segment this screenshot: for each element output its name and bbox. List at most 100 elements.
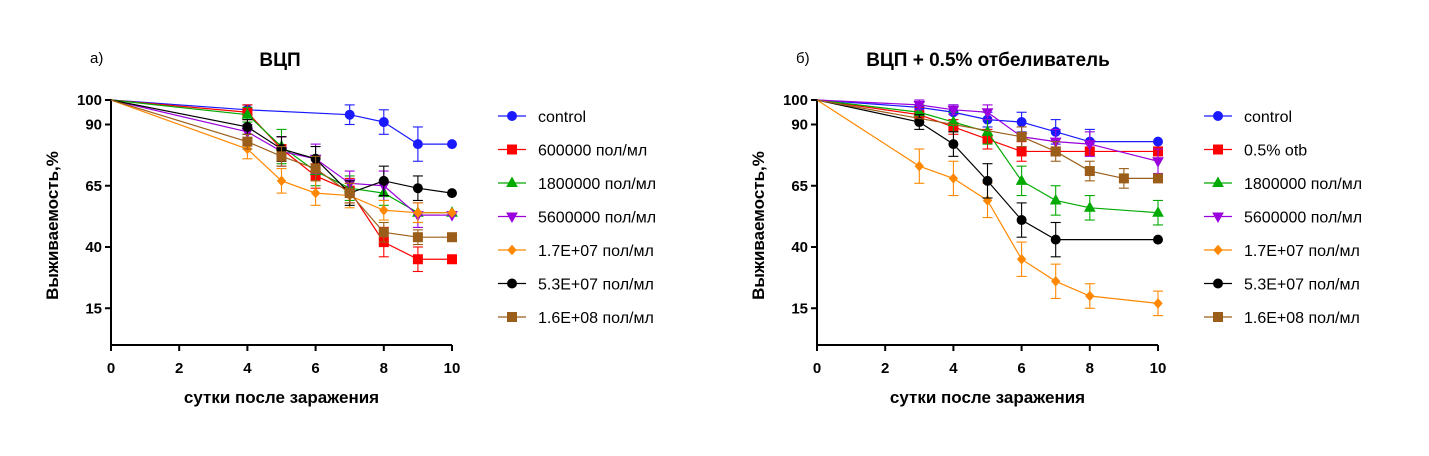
legend-label: 5.3E+07 пол/мл	[1244, 277, 1360, 294]
panel-label: б)	[796, 50, 810, 67]
data-point	[310, 187, 321, 199]
x-tick-label: 0	[813, 360, 821, 377]
series-line	[110, 99, 452, 216]
data-point	[1152, 206, 1164, 217]
y-tick-label: 15	[85, 300, 102, 317]
data-point	[412, 139, 423, 150]
data-point	[1015, 174, 1028, 185]
data-point	[948, 173, 959, 184]
y-tick-label: 90	[85, 117, 102, 134]
y-tick-label: 40	[85, 239, 102, 256]
data-point	[447, 232, 457, 243]
legend-item: 0.5% otb	[1204, 143, 1307, 160]
data-point	[413, 207, 423, 218]
series-7	[110, 99, 457, 246]
data-point	[1016, 117, 1027, 128]
legend-marker	[507, 244, 517, 256]
legend-marker	[1212, 212, 1224, 224]
legend-marker	[1213, 144, 1223, 155]
legend-marker	[507, 312, 517, 322]
series-3	[816, 99, 1164, 226]
x-tick-label: 8	[1086, 360, 1094, 377]
data-point	[913, 100, 926, 112]
y-tick-label: 40	[791, 239, 808, 256]
series-line	[816, 99, 1158, 143]
data-point	[1084, 166, 1095, 177]
data-point	[1049, 193, 1062, 205]
y-tick-label: 90	[791, 117, 808, 134]
data-point	[914, 160, 924, 172]
x-tick-label: 10	[444, 360, 461, 377]
data-point	[1153, 136, 1163, 147]
data-point	[1083, 140, 1096, 151]
legend-marker	[507, 111, 517, 121]
legend-label: 1800000 пол/мл	[538, 176, 656, 193]
series-line	[110, 99, 452, 214]
legend-label: 1.6E+08 пол/мл	[1244, 310, 1360, 327]
data-point	[412, 254, 423, 265]
legend-marker	[1212, 176, 1224, 187]
legend-label: 5.3E+07 пол/мл	[538, 277, 654, 294]
data-point	[344, 188, 355, 199]
legend-item: 1.6E+08 пол/мл	[498, 310, 654, 327]
legend-item: 1.6E+08 пол/мл	[1204, 310, 1360, 327]
data-point	[447, 188, 457, 199]
series-line	[816, 99, 1159, 304]
legend-item: 5.3E+07 пол/мл	[1204, 277, 1360, 294]
data-point	[276, 151, 287, 162]
panel-label: а)	[90, 50, 103, 67]
y-axis-label: Выживаемость,%	[749, 151, 768, 300]
legend-label: 1.7E+07 пол/мл	[1244, 243, 1360, 260]
data-point	[1085, 290, 1095, 302]
data-point	[412, 232, 423, 243]
data-point	[1051, 276, 1061, 287]
y-tick-label: 15	[791, 300, 808, 317]
series-line	[816, 99, 1159, 214]
series-line	[110, 99, 452, 238]
x-tick-label: 2	[175, 360, 183, 377]
data-point	[447, 207, 457, 218]
data-point	[948, 139, 959, 150]
legend-marker	[506, 176, 518, 187]
legend-label: control	[1244, 109, 1292, 126]
y-tick-label: 100	[77, 92, 102, 109]
chart-panel-a: а) ВЦП 0 2 4 6 8 10 15 40 65 90 100 сутки после зараж…	[43, 50, 656, 407]
x-tick-label: 4	[243, 360, 252, 377]
data-point	[981, 108, 994, 119]
data-point	[242, 136, 253, 147]
data-point	[378, 227, 389, 238]
data-point	[1153, 234, 1163, 245]
data-point	[914, 117, 925, 128]
legend-item: 5.3E+07 пол/мл	[498, 277, 654, 294]
legend-marker	[506, 212, 518, 224]
data-point	[1016, 131, 1027, 142]
series-line	[110, 99, 452, 145]
data-point	[1118, 173, 1129, 184]
data-point	[310, 163, 321, 174]
data-point	[276, 175, 287, 187]
y-tick-label: 65	[85, 178, 102, 195]
y-axis-label: Выживаемость,%	[43, 151, 62, 300]
legend-label: 5600000 пол/мл	[538, 210, 656, 227]
legend-item: 1800000 пол/мл	[498, 176, 656, 193]
data-point	[1050, 146, 1061, 157]
x-tick-label: 10	[1150, 360, 1167, 377]
legend-label: 1.6E+08 пол/мл	[538, 310, 654, 327]
data-point	[1153, 298, 1163, 309]
data-point	[378, 117, 389, 128]
chart-panel-b: б) ВЦП + 0.5% отбеливатель 0 2 4 6 8 10 15 40 65 90…	[749, 50, 1362, 407]
x-tick-label: 6	[311, 360, 319, 377]
legend-item: control	[1204, 109, 1292, 126]
legend-marker	[1213, 312, 1223, 322]
data-point	[1050, 234, 1061, 245]
data-point	[1016, 253, 1027, 265]
y-tick-label: 65	[791, 178, 808, 195]
legend-marker	[507, 144, 517, 155]
legend-item: 1.7E+07 пол/мл	[1204, 243, 1360, 260]
legend-label: 1.7E+07 пол/мл	[538, 243, 654, 260]
data-point	[344, 109, 355, 120]
chart-title: ВЦП + 0.5% отбеливатель	[866, 50, 1110, 71]
data-point	[947, 115, 960, 127]
legend-item: control	[498, 109, 586, 126]
